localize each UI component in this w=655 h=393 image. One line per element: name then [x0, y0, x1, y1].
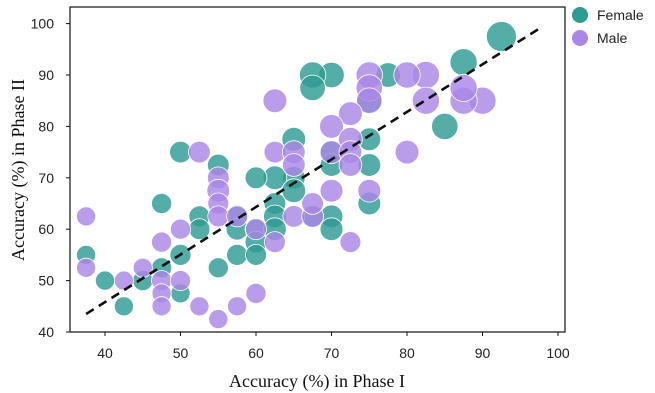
female-point: [319, 217, 344, 242]
male-point: [76, 206, 97, 227]
male-legend-marker: [572, 30, 588, 46]
female-legend-marker: [572, 7, 588, 23]
x-tick-label: 70: [324, 345, 340, 361]
x-tick-label: 80: [399, 345, 415, 361]
male-point: [132, 257, 153, 278]
x-tick-label: 90: [475, 345, 491, 361]
y-tick-label: 60: [38, 221, 54, 237]
male-point: [151, 296, 172, 317]
male-point: [319, 114, 344, 139]
y-tick-label: 100: [31, 16, 55, 32]
female-point: [299, 74, 326, 102]
y-tick-label: 70: [38, 170, 54, 186]
male-point: [339, 231, 362, 254]
male-legend-label: Male: [597, 30, 628, 46]
x-tick-label: 50: [173, 345, 189, 361]
points-layer: [76, 21, 517, 330]
y-axis-ticks: 40 50 60 70 80 90 100: [31, 16, 70, 340]
female-point: [485, 21, 517, 52]
male-point: [151, 231, 173, 253]
male-point: [281, 153, 306, 177]
male-point: [189, 296, 210, 317]
female-point: [151, 192, 173, 214]
male-point: [338, 101, 363, 126]
male-point: [394, 139, 420, 165]
male-point: [113, 270, 134, 291]
male-point: [76, 257, 97, 278]
y-tick-label: 50: [38, 273, 54, 289]
male-point: [227, 296, 248, 317]
male-point: [245, 218, 267, 241]
male-point: [169, 270, 191, 292]
male-point: [338, 153, 363, 177]
male-point: [263, 231, 286, 254]
x-axis-ticks: 40 50 60 70 80 90 100: [97, 332, 570, 361]
female-point: [431, 112, 459, 141]
legend: Female Male: [572, 7, 644, 46]
male-point: [356, 87, 383, 114]
female-point: [245, 243, 267, 266]
x-tick-label: 40: [97, 345, 113, 361]
male-point: [188, 140, 211, 164]
y-tick-label: 40: [38, 324, 54, 340]
male-point: [393, 61, 421, 89]
female-point: [244, 166, 268, 190]
male-point: [319, 178, 344, 203]
x-tick-label: 100: [546, 345, 570, 361]
male-point: [449, 73, 478, 102]
male-point: [208, 309, 229, 330]
female-point: [113, 296, 134, 317]
male-point: [262, 88, 288, 113]
x-tick-label: 60: [248, 345, 264, 361]
female-point: [226, 243, 249, 266]
y-tick-label: 80: [38, 118, 54, 134]
male-point: [411, 86, 440, 115]
x-axis-title: Accuracy (%) in Phase I: [229, 371, 405, 392]
y-axis-title: Accuracy (%) in Phase II: [8, 79, 29, 261]
female-point: [207, 257, 229, 279]
male-point: [245, 282, 267, 304]
female-point: [95, 270, 116, 291]
y-tick-label: 90: [38, 67, 54, 83]
male-point: [357, 178, 382, 203]
female-legend-label: Female: [597, 7, 644, 23]
male-point: [169, 218, 191, 240]
male-point: [207, 205, 230, 228]
male-point: [301, 192, 324, 215]
